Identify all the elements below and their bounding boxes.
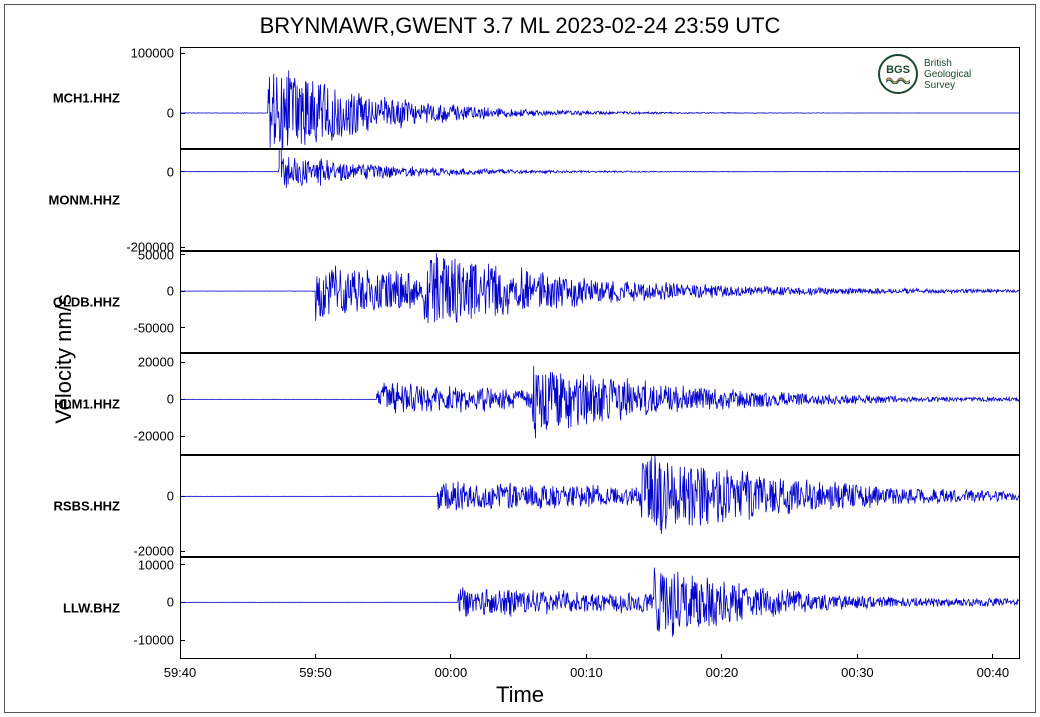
seismogram-panel-rsbs-hhz: RSBS.HHZ-200000	[180, 455, 1020, 557]
y-tick-label: 50000	[138, 247, 174, 262]
y-tick-label: 20000	[138, 355, 174, 370]
plot-area: MCH1.HHZ0100000MONM.HHZ-2000000OLDB.HHZ-…	[180, 47, 1020, 667]
x-axis-label: Time	[5, 682, 1035, 708]
bgs-logo-acronym: BGS	[886, 64, 910, 76]
x-tick-mark	[315, 654, 316, 659]
seismogram-panel-oldb-hhz: OLDB.HHZ-50000050000	[180, 251, 1020, 353]
x-tick-mark	[450, 654, 451, 659]
station-label: LLW.BHZ	[63, 601, 120, 616]
waveform-svg	[180, 353, 1020, 455]
y-tick-label: 0	[167, 392, 174, 407]
x-tick-label: 00:00	[435, 665, 468, 680]
waveform-trace	[180, 149, 1020, 188]
y-tick-label: 0	[167, 106, 174, 121]
waveform-trace	[180, 253, 1020, 323]
bgs-logo-line-1: British	[924, 58, 971, 69]
waveform-trace	[180, 366, 1020, 439]
bgs-logo-circle: BGS	[878, 54, 918, 94]
y-tick-label: 0	[167, 595, 174, 610]
seismogram-panel-monm-hhz: MONM.HHZ-2000000	[180, 149, 1020, 251]
x-tick-label: 59:50	[299, 665, 332, 680]
bgs-logo: BGS British Geological Survey	[878, 53, 1008, 95]
x-tick-mark	[180, 654, 181, 659]
y-tick-label: 0	[167, 489, 174, 504]
figure-frame: BRYNMAWR,GWENT 3.7 ML 2023-02-24 23:59 U…	[4, 4, 1036, 713]
station-label: MCH1.HHZ	[53, 91, 120, 106]
waveform-trace	[180, 455, 1020, 534]
x-tick-label: 59:40	[164, 665, 197, 680]
x-tick-label: 00:10	[570, 665, 603, 680]
x-tick-mark	[857, 654, 858, 659]
waveform-svg	[180, 455, 1020, 557]
x-tick-mark	[992, 654, 993, 659]
station-label: MONM.HHZ	[49, 193, 121, 208]
station-label: HLM1.HHZ	[54, 397, 120, 412]
bgs-logo-line-3: Survey	[924, 80, 971, 91]
x-tick-label: 00:20	[706, 665, 739, 680]
y-tick-label: -50000	[134, 320, 174, 335]
station-label: OLDB.HHZ	[53, 295, 120, 310]
y-tick-label: -10000	[134, 633, 174, 648]
y-tick-label: 0	[167, 284, 174, 299]
x-tick-label: 00:40	[977, 665, 1010, 680]
y-tick-label: 10000	[138, 557, 174, 572]
bgs-logo-text: British Geological Survey	[924, 58, 971, 91]
y-tick-label: 0	[167, 164, 174, 179]
waveform-trace	[180, 568, 1020, 637]
seismogram-panel-llw-bhz: LLW.BHZ-1000001000059:4059:5000:0000:100…	[180, 557, 1020, 659]
x-tick-mark	[586, 654, 587, 659]
waveform-svg	[180, 557, 1020, 659]
waveform-svg	[180, 149, 1020, 251]
chart-title: BRYNMAWR,GWENT 3.7 ML 2023-02-24 23:59 U…	[5, 13, 1035, 39]
y-tick-label: -20000	[134, 429, 174, 444]
waveform-svg	[180, 251, 1020, 353]
x-tick-mark	[721, 654, 722, 659]
seismogram-panel-hlm1-hhz: HLM1.HHZ-20000020000	[180, 353, 1020, 455]
bgs-logo-line-2: Geological	[924, 69, 971, 80]
bgs-logo-waves-icon	[886, 76, 910, 84]
y-tick-label: 100000	[131, 46, 174, 61]
x-tick-label: 00:30	[841, 665, 874, 680]
station-label: RSBS.HHZ	[54, 499, 120, 514]
